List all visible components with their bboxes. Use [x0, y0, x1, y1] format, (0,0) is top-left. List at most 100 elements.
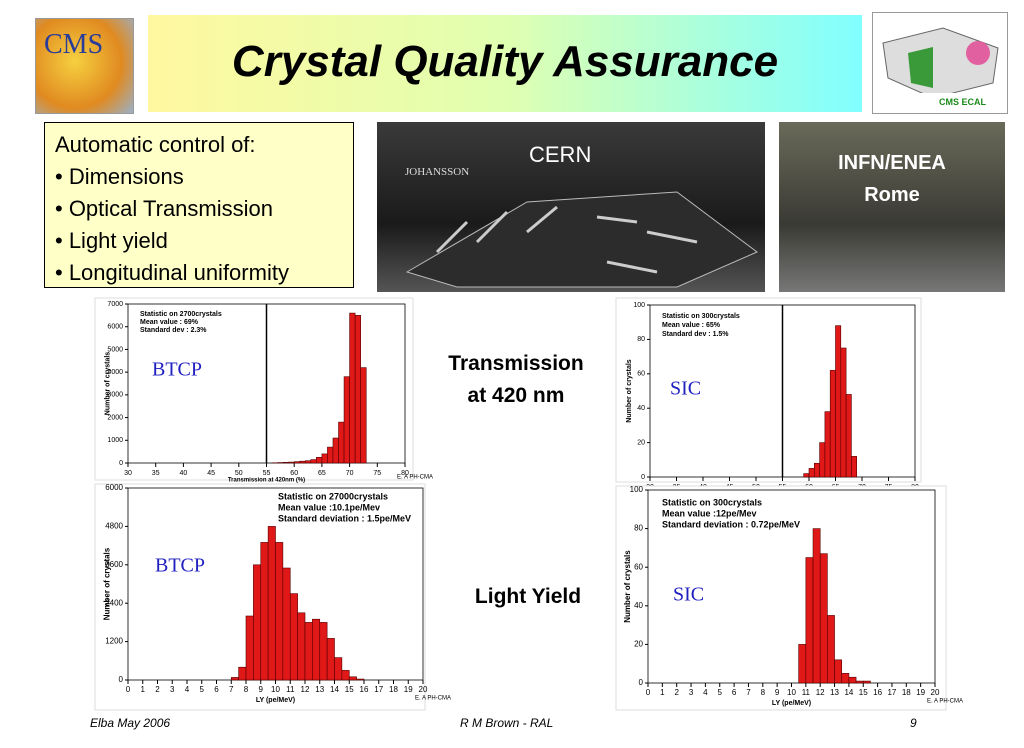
y-tick-label: 6000: [105, 483, 123, 492]
x-tick-label: 11: [286, 685, 295, 694]
x-tick-label: 19: [404, 685, 413, 694]
x-tick-label: 17: [887, 688, 896, 697]
x-tick-label: 7: [746, 688, 751, 697]
x-tick-label: 14: [330, 685, 339, 694]
y-tick-label: 3600: [105, 560, 123, 569]
photo-label: Rome: [864, 184, 920, 206]
x-tick-label: 18: [902, 688, 911, 697]
histogram-bar: [819, 553, 828, 684]
x-tick-label: 20: [419, 685, 428, 694]
x-tick-label: 0: [646, 688, 651, 697]
x-tick-label: 55: [263, 470, 271, 477]
histogram-bar: [304, 622, 313, 681]
histogram-bar: [848, 676, 857, 684]
logo-right: CMS ECAL: [872, 12, 1008, 114]
x-tick-label: 19: [916, 688, 925, 697]
stats-text: Statistic on 2700crystals: [140, 311, 222, 318]
histogram-bar: [845, 394, 852, 478]
histogram-bar: [840, 347, 847, 478]
x-tick-label: 16: [873, 688, 882, 697]
chart-label: BTCP: [152, 359, 202, 381]
x-tick-label: 18: [389, 685, 398, 694]
control-item: • Dimensions: [55, 164, 184, 189]
histogram-bar: [332, 437, 339, 464]
y-tick-label: 40: [634, 601, 643, 610]
x-tick-label: 40: [180, 470, 188, 477]
histogram-bar: [824, 411, 831, 478]
x-tick-label: 12: [301, 685, 310, 694]
y-tick-label: 40: [637, 405, 645, 412]
credit: E. A PH-CMA: [415, 696, 451, 702]
histogram-bar: [805, 557, 814, 684]
control-item: • Longitudinal uniformity: [55, 260, 289, 285]
x-tick-label: 10: [787, 688, 796, 697]
histogram-bar: [348, 676, 357, 681]
plot-area: [647, 489, 936, 684]
stats-text: Mean value : 69%: [140, 319, 199, 326]
x-tick-label: 60: [290, 470, 298, 477]
y-tick-label: 0: [641, 474, 645, 481]
label-transmission: at 420 nm: [467, 384, 565, 407]
stats-text: Statistic on 27000crystals: [278, 491, 388, 501]
label-light-yield: Light Yield: [474, 585, 582, 608]
y-tick-label: 6000: [107, 324, 123, 331]
histogram-bar: [230, 677, 239, 681]
credit: E. A PH-CMA: [397, 475, 433, 481]
histogram-bar: [803, 473, 810, 478]
x-axis-title: Transmission at 420nm (%): [228, 478, 305, 484]
stats-text: Standard deviation : 1.5pe/MeV: [278, 513, 411, 523]
label-transmission: Transmission: [448, 352, 584, 375]
y-axis-title: Number of crystals: [104, 352, 111, 416]
stats-text: Standard deviation : 0.72pe/MeV: [662, 519, 800, 529]
histogram-bar: [245, 615, 254, 681]
y-axis-title: Number of crystals: [623, 550, 632, 623]
stats-text: Mean value :12pe/Mev: [662, 508, 757, 518]
x-tick-label: 2: [674, 688, 679, 697]
histogram-bar: [310, 459, 317, 464]
y-tick-label: 80: [637, 336, 645, 343]
y-axis-title: Number of crystals: [103, 547, 112, 620]
histogram-bar: [319, 622, 328, 681]
x-tick-label: 16: [360, 685, 369, 694]
x-tick-label: 3: [170, 685, 175, 694]
photo-drawing: [405, 191, 758, 288]
x-tick-label: 14: [844, 688, 853, 697]
credit: E. A PH-CMA: [927, 699, 963, 705]
y-tick-label: 7000: [107, 301, 123, 308]
x-axis-title: LY (pe/MeV): [772, 700, 811, 707]
y-tick-label: 0: [639, 678, 644, 687]
x-tick-label: 8: [244, 685, 249, 694]
y-tick-label: 0: [119, 460, 123, 467]
y-tick-label: 5000: [107, 346, 123, 353]
x-tick-label: 75: [373, 470, 381, 477]
histogram-bar: [808, 468, 815, 478]
title: Crystal Quality Assurance: [231, 37, 779, 86]
photo-cern: JOHANSSON CERN: [377, 122, 765, 292]
x-tick-label: 2: [155, 685, 160, 694]
x-tick-label: 1: [141, 685, 146, 694]
chart-label: BTCP: [155, 555, 205, 577]
control-box: Automatic control of: • Dimensions • Opt…: [44, 122, 354, 288]
histogram-bar: [829, 370, 836, 478]
histogram-bar: [304, 460, 312, 464]
control-heading: Automatic control of:: [55, 132, 256, 157]
histogram-bar: [834, 659, 843, 684]
histogram-bar: [260, 542, 269, 681]
x-tick-label: 1: [660, 688, 665, 697]
control-item: • Optical Transmission: [55, 196, 273, 221]
y-tick-label: 20: [634, 640, 643, 649]
y-tick-label: 1200: [105, 637, 123, 646]
x-tick-label: 9: [259, 685, 264, 694]
histogram-bar: [316, 457, 323, 464]
footer-center: R M Brown - RAL: [460, 716, 554, 730]
histogram-bar: [798, 644, 807, 684]
histogram-bar: [289, 593, 298, 681]
x-tick-label: 11: [802, 688, 811, 697]
histogram-bar: [343, 376, 350, 464]
histogram-bar: [819, 442, 826, 478]
machine-label: JOHANSSON: [405, 166, 470, 178]
histogram-bar: [812, 528, 821, 684]
x-tick-label: 45: [207, 470, 215, 477]
x-tick-label: 35: [152, 470, 160, 477]
y-tick-label: 2400: [105, 598, 123, 607]
